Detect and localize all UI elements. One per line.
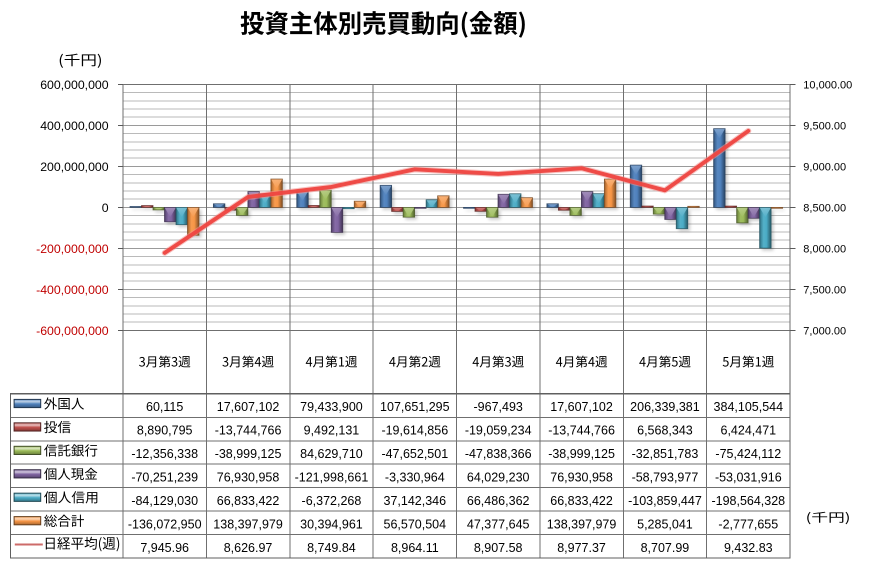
svg-text:17,607,102: 17,607,102 bbox=[550, 400, 613, 414]
svg-text:56,570,504: 56,570,504 bbox=[384, 517, 447, 531]
svg-text:-6,372,268: -6,372,268 bbox=[302, 494, 362, 508]
svg-text:6,568,343: 6,568,343 bbox=[637, 424, 693, 438]
svg-text:-136,072,950: -136,072,950 bbox=[128, 517, 202, 531]
svg-text:-19,614,856: -19,614,856 bbox=[381, 424, 448, 438]
svg-text:10,000.00: 10,000.00 bbox=[803, 79, 852, 91]
svg-text:7,500.00: 7,500.00 bbox=[803, 284, 846, 296]
svg-text:66,486,362: 66,486,362 bbox=[467, 494, 530, 508]
svg-text:7,000.00: 7,000.00 bbox=[803, 325, 846, 337]
svg-text:0: 0 bbox=[102, 201, 109, 215]
svg-text:-12,356,338: -12,356,338 bbox=[131, 447, 198, 461]
svg-text:8,626.97: 8,626.97 bbox=[224, 541, 273, 555]
svg-text:-200,000,000: -200,000,000 bbox=[36, 242, 109, 256]
svg-text:200,000,000: 200,000,000 bbox=[40, 160, 109, 174]
svg-text:-58,793,977: -58,793,977 bbox=[632, 470, 699, 484]
svg-text:60,115: 60,115 bbox=[146, 400, 183, 414]
svg-text:-600,000,000: -600,000,000 bbox=[36, 324, 109, 338]
svg-text:-967,493: -967,493 bbox=[474, 400, 523, 414]
svg-text:47,377,645: 47,377,645 bbox=[467, 517, 530, 531]
svg-text:17,607,102: 17,607,102 bbox=[217, 400, 280, 414]
svg-text:-38,999,125: -38,999,125 bbox=[548, 447, 615, 461]
svg-text:8,964.11: 8,964.11 bbox=[391, 541, 439, 555]
svg-text:5,285,041: 5,285,041 bbox=[637, 517, 693, 531]
svg-text:8,977.37: 8,977.37 bbox=[557, 541, 606, 555]
svg-text:66,833,422: 66,833,422 bbox=[217, 494, 280, 508]
svg-text:-13,744,766: -13,744,766 bbox=[215, 424, 282, 438]
svg-text:-121,998,661: -121,998,661 bbox=[295, 470, 369, 484]
svg-text:-47,652,501: -47,652,501 bbox=[381, 447, 448, 461]
svg-text:66,833,422: 66,833,422 bbox=[550, 494, 613, 508]
svg-text:-2,777,655: -2,777,655 bbox=[718, 517, 778, 531]
svg-text:37,142,346: 37,142,346 bbox=[384, 494, 447, 508]
svg-text:138,397,979: 138,397,979 bbox=[213, 517, 283, 531]
svg-text:30,394,961: 30,394,961 bbox=[300, 517, 363, 531]
svg-text:206,339,381: 206,339,381 bbox=[630, 400, 700, 414]
svg-text:-75,424,112: -75,424,112 bbox=[715, 447, 781, 461]
svg-text:79,433,900: 79,433,900 bbox=[300, 400, 363, 414]
svg-text:84,629,710: 84,629,710 bbox=[300, 447, 363, 461]
svg-text:-38,999,125: -38,999,125 bbox=[215, 447, 282, 461]
svg-text:8,749.84: 8,749.84 bbox=[307, 541, 356, 555]
svg-text:384,105,544: 384,105,544 bbox=[714, 400, 784, 414]
svg-text:-19,059,234: -19,059,234 bbox=[465, 424, 532, 438]
svg-text:600,000,000: 600,000,000 bbox=[40, 78, 109, 92]
svg-text:-53,031,916: -53,031,916 bbox=[715, 470, 782, 484]
svg-text:-70,251,239: -70,251,239 bbox=[131, 470, 198, 484]
svg-text:-198,564,328: -198,564,328 bbox=[711, 494, 785, 508]
svg-text:9,432.83: 9,432.83 bbox=[724, 541, 773, 555]
svg-text:8,890,795: 8,890,795 bbox=[137, 424, 193, 438]
svg-text:-13,744,766: -13,744,766 bbox=[548, 424, 615, 438]
svg-text:-47,838,366: -47,838,366 bbox=[465, 447, 532, 461]
svg-text:8,707.99: 8,707.99 bbox=[641, 541, 690, 555]
svg-text:64,029,230: 64,029,230 bbox=[467, 470, 530, 484]
svg-text:7,945.96: 7,945.96 bbox=[140, 541, 189, 555]
svg-text:8,000.00: 8,000.00 bbox=[803, 243, 846, 255]
svg-text:107,651,295: 107,651,295 bbox=[380, 400, 450, 414]
svg-text:-3,330,964: -3,330,964 bbox=[385, 470, 445, 484]
svg-text:-103,859,447: -103,859,447 bbox=[628, 494, 702, 508]
svg-text:76,930,958: 76,930,958 bbox=[550, 470, 613, 484]
svg-text:-84,129,030: -84,129,030 bbox=[131, 494, 198, 508]
svg-text:9,492,131: 9,492,131 bbox=[304, 424, 360, 438]
svg-text:-32,851,783: -32,851,783 bbox=[632, 447, 699, 461]
svg-text:138,397,979: 138,397,979 bbox=[547, 517, 617, 531]
svg-text:400,000,000: 400,000,000 bbox=[40, 119, 109, 133]
svg-text:8,907.58: 8,907.58 bbox=[474, 541, 523, 555]
svg-text:-400,000,000: -400,000,000 bbox=[36, 283, 109, 297]
svg-text:6,424,471: 6,424,471 bbox=[721, 424, 777, 438]
svg-text:9,500.00: 9,500.00 bbox=[803, 120, 846, 132]
svg-text:9,000.00: 9,000.00 bbox=[803, 161, 846, 173]
svg-text:8,500.00: 8,500.00 bbox=[803, 202, 846, 214]
svg-text:76,930,958: 76,930,958 bbox=[217, 470, 280, 484]
